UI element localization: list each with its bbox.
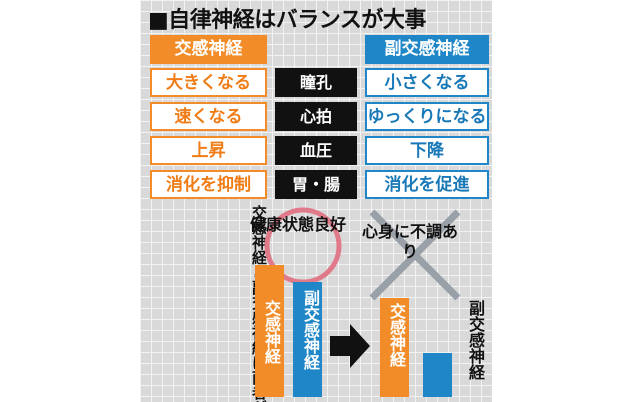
sympathetic-header: 交感神経	[150, 35, 267, 64]
good-sympathetic-bar	[255, 265, 284, 397]
parasympathetic-effect-pupil: 小さくなる	[365, 68, 489, 97]
arrow-right-icon	[330, 324, 370, 368]
good-state-label: 健康状態良好	[249, 215, 346, 234]
parasympathetic-effect-digestion: 消化を促進	[365, 170, 489, 199]
bad-sympathetic-bar	[380, 298, 409, 397]
organ-label-blood-pressure: 血圧	[275, 136, 357, 165]
sympathetic-effect-blood-pressure: 上昇	[150, 136, 267, 165]
sympathetic-effect-pupil: 大きくなる	[150, 68, 267, 97]
organ-label-pupil: 瞳孔	[275, 68, 357, 97]
organ-label-heart: 心拍	[275, 102, 357, 131]
bad-parasympathetic-label: 副交感神経	[466, 300, 485, 380]
sympathetic-effect-digestion: 消化を抑制	[150, 170, 267, 199]
bad-sympathetic-label: 交感神経	[387, 303, 406, 367]
bad-cross-mark-line-2	[369, 209, 461, 301]
organ-label-digestion: 胃・腸	[275, 170, 357, 199]
bad-parasympathetic-bar	[423, 353, 452, 397]
page-title: ■自律神経はバランスが大事	[148, 8, 426, 33]
parasympathetic-effect-heart: ゆっくりになる	[365, 102, 489, 131]
sympathetic-effect-heart: 速くなる	[150, 102, 267, 131]
parasympathetic-effect-blood-pressure: 下降	[365, 136, 489, 165]
bad-state-label: 心身に不調あり	[361, 222, 458, 261]
good-parasympathetic-label: 副交感神経	[301, 290, 320, 370]
infographic-panel: ■自律神経はバランスが大事 交感神経 副交感神経 大きくなる 瞳孔 小さくなる …	[140, 0, 492, 402]
good-parasympathetic-bar	[293, 282, 322, 397]
good-sympathetic-label: 交感神経	[262, 300, 281, 364]
parasympathetic-header: 副交感神経	[365, 35, 489, 64]
